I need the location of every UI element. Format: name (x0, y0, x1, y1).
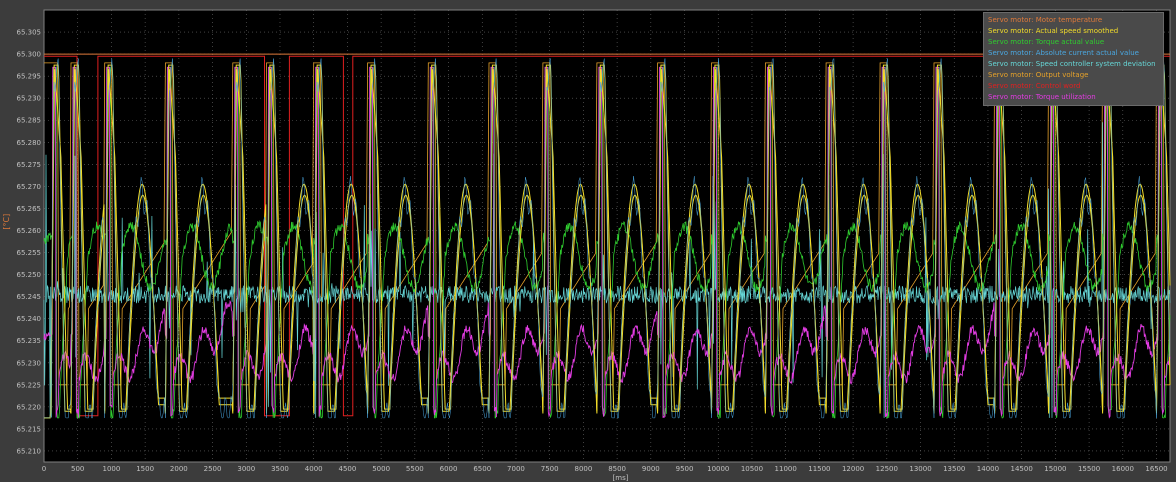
x-tick-label: 1500 (136, 465, 154, 473)
legend-item: Servo motor: Torque actual value (988, 38, 1105, 46)
x-tick-label: 3000 (237, 465, 255, 473)
y-tick-label: 65.230 (17, 359, 42, 367)
x-tick-label: 12000 (842, 465, 864, 473)
x-tick-label: 4500 (338, 465, 356, 473)
x-tick-label: 1000 (103, 465, 121, 473)
x-tick-label: 8000 (574, 465, 592, 473)
legend: Servo motor: Motor temperature Servo moto… (983, 12, 1164, 106)
y-tick-label: 65.300 (17, 51, 42, 59)
x-tick-label: 0 (42, 465, 46, 473)
x-tick-label: 16500 (1145, 465, 1167, 473)
x-tick-label: 14500 (1011, 465, 1033, 473)
x-tick-label: 6500 (473, 465, 491, 473)
y-tick-label: 65.240 (17, 315, 42, 323)
y-tick-label: 65.250 (17, 271, 42, 279)
x-tick-label: 2000 (170, 465, 188, 473)
series-torque-utilization (43, 66, 1171, 419)
legend-item: Servo motor: Control word (988, 82, 1081, 90)
x-tick-label: 10500 (741, 465, 763, 473)
series-control-word (44, 55, 1170, 417)
x-tick-label: 7000 (507, 465, 525, 473)
legend-item: Servo motor: Motor temperature (988, 16, 1103, 24)
y-tick-label: 65.230 (17, 95, 42, 103)
legend-item: Servo motor: Torque utilization (988, 93, 1096, 101)
y-tick-label: 65.260 (17, 227, 42, 235)
y-tick-label: 65.285 (17, 117, 42, 125)
series-absolute-current (44, 57, 1170, 419)
x-tick-label: 15000 (1044, 465, 1066, 473)
x-tick-label: 500 (71, 465, 84, 473)
x-tick-label: 13500 (943, 465, 965, 473)
x-tick-label: 7500 (541, 465, 559, 473)
y-tick-label: 65.280 (17, 139, 42, 147)
y-tick-label: 65.235 (17, 337, 42, 345)
y-tick-label: 65.305 (17, 29, 42, 37)
x-tick-label: 6000 (440, 465, 458, 473)
y-tick-label: 65.270 (17, 183, 42, 191)
x-tick-label: 5500 (406, 465, 424, 473)
legend-item: Servo motor: Absolute current actual val… (988, 49, 1139, 57)
y-axis-label: [°C] (2, 214, 11, 230)
y-tick-label: 65.210 (17, 447, 42, 455)
y-tick-label: 65.245 (17, 293, 42, 301)
plot-border (43, 9, 1171, 463)
x-tick-label: 15500 (1078, 465, 1100, 473)
x-tick-label: 3500 (271, 465, 289, 473)
y-tick-label: 65.220 (17, 403, 42, 411)
x-tick-label: 9500 (676, 465, 694, 473)
series-torque (43, 66, 1171, 420)
x-tick-label: 11500 (808, 465, 830, 473)
y-tick-label: 65.255 (17, 249, 42, 257)
y-tick-label: 65.265 (17, 205, 42, 213)
y-tick-label: 65.225 (17, 381, 42, 389)
y-tick-label: 65.215 (17, 425, 42, 433)
legend-item: Servo motor: Actual speed smoothed (988, 27, 1119, 35)
legend-item: Servo motor: Output voltage (988, 71, 1089, 79)
x-tick-label: 8500 (608, 465, 626, 473)
x-tick-label: 16000 (1112, 465, 1134, 473)
x-tick-label: 4000 (305, 465, 323, 473)
x-axis-label: [ms] (613, 474, 629, 482)
x-tick-label: 2500 (204, 465, 222, 473)
x-tick-label: 10000 (707, 465, 729, 473)
x-tick-label: 9000 (642, 465, 660, 473)
x-tick-label: 14000 (977, 465, 999, 473)
series-output-voltage (44, 62, 1170, 386)
y-tick-label: 65.295 (17, 73, 42, 81)
y-tick-label: 65.275 (17, 161, 42, 169)
x-tick-label: 5000 (372, 465, 390, 473)
x-tick-label: 13000 (909, 465, 931, 473)
legend-item: Servo motor: Speed controller system dev… (988, 60, 1156, 68)
x-tick-label: 12500 (876, 465, 898, 473)
x-tick-label: 11000 (775, 465, 797, 473)
